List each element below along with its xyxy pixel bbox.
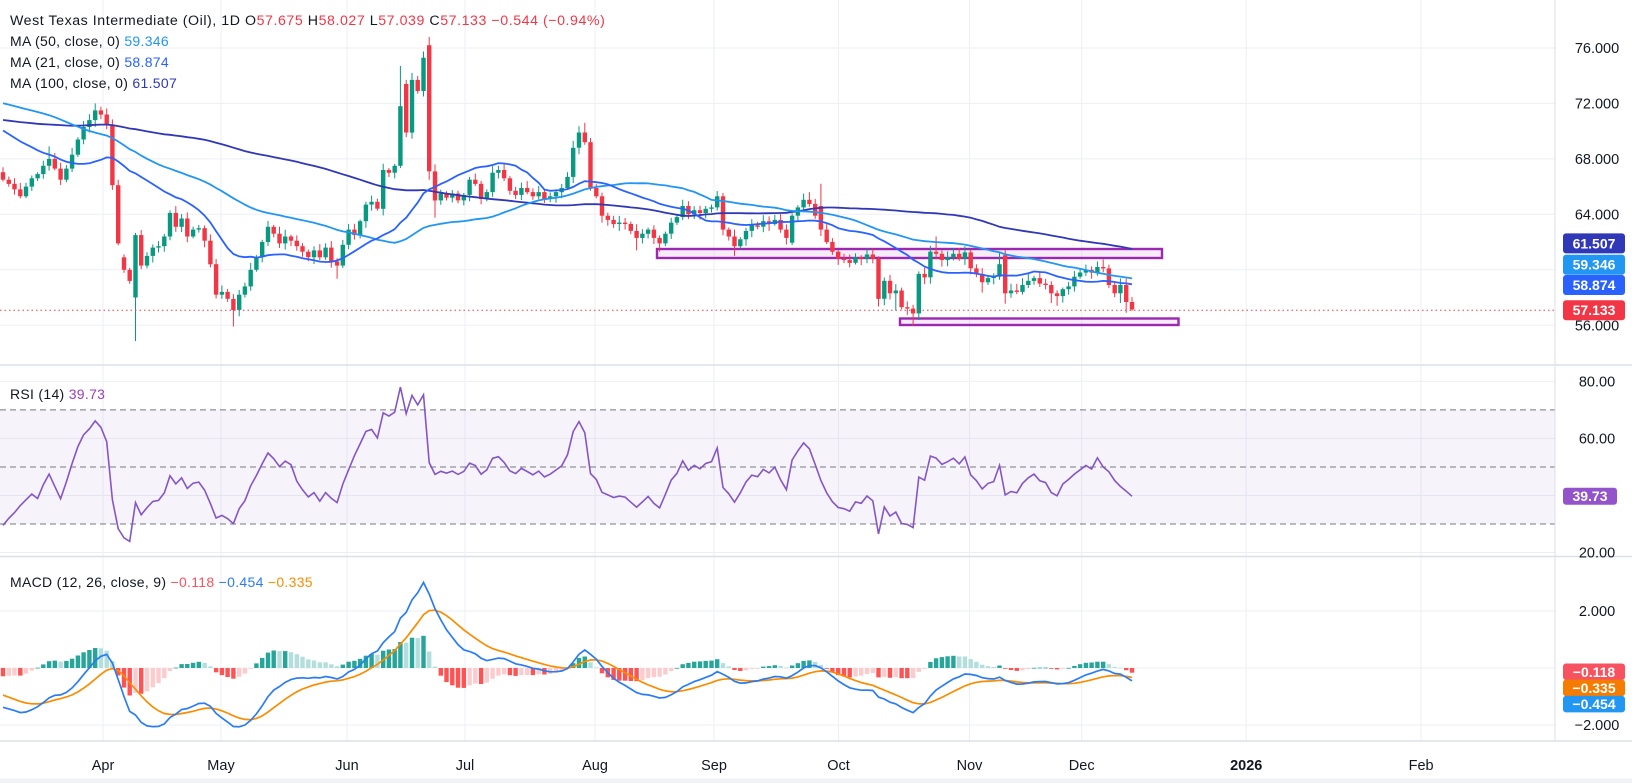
svg-text:−0.454: −0.454 <box>1572 696 1615 712</box>
svg-text:−0.118: −0.118 <box>1573 664 1616 680</box>
svg-text:56.000: 56.000 <box>1575 318 1619 334</box>
svg-text:MA (100, close, 0) 61.507: MA (100, close, 0) 61.507 <box>10 75 177 91</box>
svg-text:60.00: 60.00 <box>1579 432 1615 448</box>
svg-text:May: May <box>207 758 235 774</box>
svg-text:76.000: 76.000 <box>1575 41 1619 57</box>
svg-text:Nov: Nov <box>957 758 984 774</box>
svg-text:−0.335: −0.335 <box>1572 680 1615 696</box>
svg-text:58.874: 58.874 <box>1573 277 1616 293</box>
svg-text:Apr: Apr <box>92 758 115 774</box>
svg-text:Jun: Jun <box>335 758 358 774</box>
svg-text:−2.000: −2.000 <box>1575 718 1620 734</box>
svg-text:MA (21, close, 0) 58.874: MA (21, close, 0) 58.874 <box>10 54 169 70</box>
svg-text:Oct: Oct <box>827 758 850 774</box>
svg-text:Feb: Feb <box>1409 758 1434 774</box>
svg-text:2026: 2026 <box>1230 758 1262 774</box>
svg-text:MACD (12, 26, close, 9) −0.11: MACD (12, 26, close, 9) −0.118 −0.454 −0… <box>10 574 313 590</box>
svg-text:72.000: 72.000 <box>1575 97 1619 113</box>
svg-text:39.73: 39.73 <box>1572 488 1607 504</box>
svg-text:20.00: 20.00 <box>1579 546 1615 562</box>
svg-text:2.000: 2.000 <box>1579 604 1615 620</box>
svg-text:MA (50, close, 0) 59.346: MA (50, close, 0) 59.346 <box>10 33 169 49</box>
svg-text:RSI (14) 39.73: RSI (14) 39.73 <box>10 386 105 402</box>
svg-text:64.000: 64.000 <box>1575 208 1619 224</box>
svg-text:Sep: Sep <box>701 758 727 774</box>
svg-text:Aug: Aug <box>582 758 608 774</box>
svg-text:59.346: 59.346 <box>1573 257 1616 273</box>
svg-text:61.507: 61.507 <box>1573 235 1616 251</box>
svg-text:Dec: Dec <box>1069 758 1095 774</box>
svg-text:57.133: 57.133 <box>1573 302 1616 318</box>
svg-text:Jul: Jul <box>456 758 475 774</box>
svg-text:68.000: 68.000 <box>1575 152 1619 168</box>
svg-text:80.00: 80.00 <box>1579 375 1615 391</box>
svg-text:West Texas Intermediate (Oil),: West Texas Intermediate (Oil), 1D O57.67… <box>10 13 605 29</box>
